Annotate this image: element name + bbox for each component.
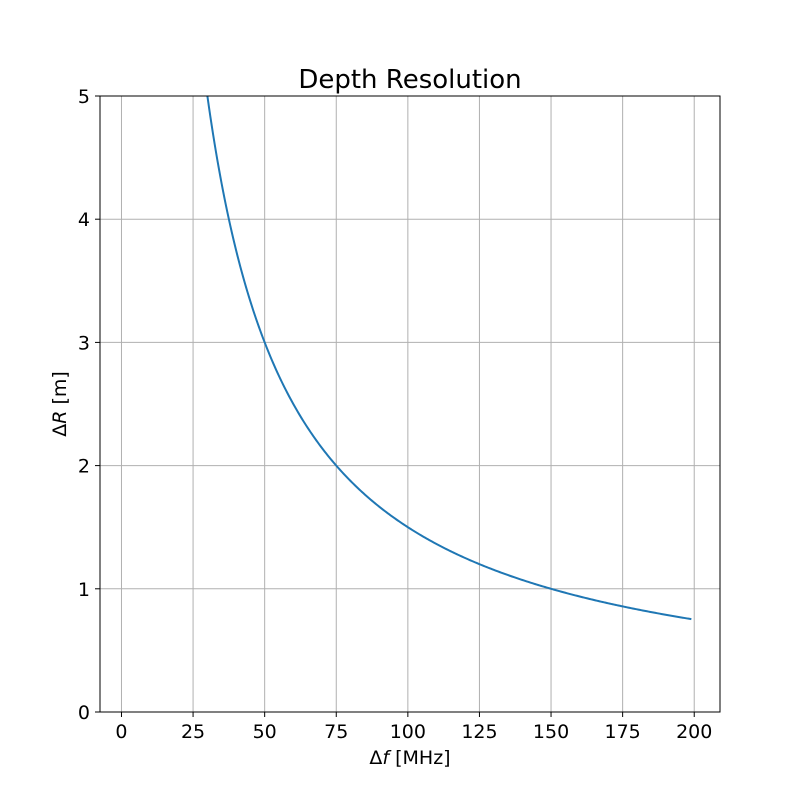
plot-frame — [99, 95, 721, 713]
y-tick-label: 0 — [78, 702, 90, 724]
x-axis-ticks: 0 25 50 75 100 125 150 175 200 — [115, 712, 712, 743]
x-tick-label: 150 — [533, 721, 569, 743]
y-axis-ticks: 0 1 2 3 4 5 — [78, 86, 100, 724]
y-axis-label: ΔR [m] — [49, 371, 71, 437]
y-tick-label: 1 — [78, 579, 90, 601]
x-tick-label: 25 — [181, 721, 205, 743]
y-tick-label: 2 — [78, 456, 90, 478]
series-line — [206, 95, 692, 621]
y-tick-label: 3 — [78, 332, 90, 354]
x-tick-label: 0 — [115, 721, 127, 743]
y-tick-label: 4 — [78, 209, 90, 231]
x-tick-label: 75 — [324, 721, 348, 743]
x-axis-label: Δf [MHz] — [369, 747, 450, 769]
x-tick-label: 100 — [390, 721, 426, 743]
grid — [100, 95, 720, 713]
y-tick-label: 5 — [78, 86, 90, 108]
x-tick-label: 50 — [253, 721, 277, 743]
x-tick-label: 125 — [461, 721, 497, 743]
series-layer — [206, 95, 692, 621]
x-tick-label: 200 — [676, 721, 712, 743]
x-tick-label: 175 — [605, 721, 641, 743]
chart-title: Depth Resolution — [298, 65, 521, 95]
